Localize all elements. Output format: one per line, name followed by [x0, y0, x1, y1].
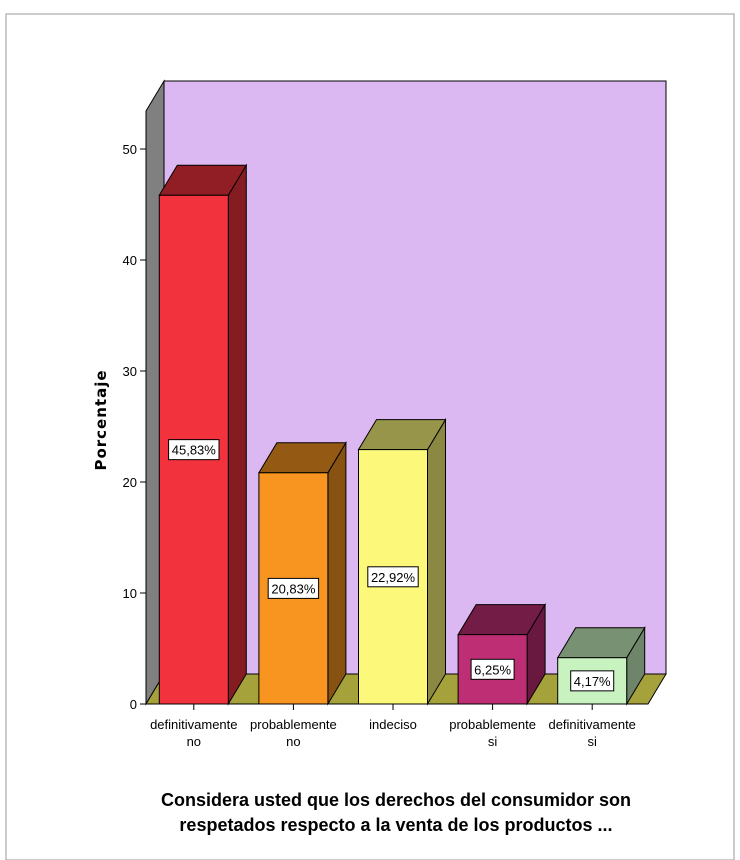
x-tick-label: si	[588, 734, 598, 749]
x-tick-label: probablemente	[250, 717, 337, 732]
data-label: 45,83%	[172, 443, 217, 458]
data-label: 22,92%	[371, 570, 416, 585]
x-tick-label: definitivamente	[548, 717, 635, 732]
bar-side	[427, 417, 446, 706]
x-tick-label: definitivamente	[150, 717, 237, 732]
x-tick-label: si	[488, 734, 498, 749]
bar-side	[327, 440, 347, 706]
data-label-box	[367, 566, 419, 588]
y-tick-label: 40	[123, 253, 137, 268]
data-label-box	[267, 577, 320, 599]
data-label: 4,17%	[574, 674, 611, 689]
data-label: 6,25%	[474, 662, 511, 677]
x-tick-label: indeciso	[369, 717, 417, 732]
data-label-box	[470, 658, 515, 680]
x-tick-label: probablemente	[449, 717, 536, 732]
y-tick-label: 50	[123, 142, 137, 157]
x-tick-label: no	[286, 734, 300, 749]
data-label-box	[168, 439, 220, 461]
y-tick-label: 10	[123, 586, 137, 601]
y-tick-label: 20	[123, 475, 137, 490]
x-axis-label: Considera usted que los derechos del con…	[161, 790, 631, 835]
y-tick-label: 0	[130, 697, 137, 712]
data-label-box	[570, 670, 615, 692]
x-tick-label: no	[187, 734, 201, 749]
y-tick-label: 30	[123, 364, 137, 379]
y-axis-label: Porcentaje	[92, 369, 110, 470]
bar-side	[227, 163, 247, 706]
data-label: 20,83%	[271, 581, 316, 596]
x-axis-label-line: Considera usted que los derechos del con…	[161, 790, 631, 810]
x-axis-label-line: respetados respecto a la venta de los pr…	[179, 815, 612, 835]
